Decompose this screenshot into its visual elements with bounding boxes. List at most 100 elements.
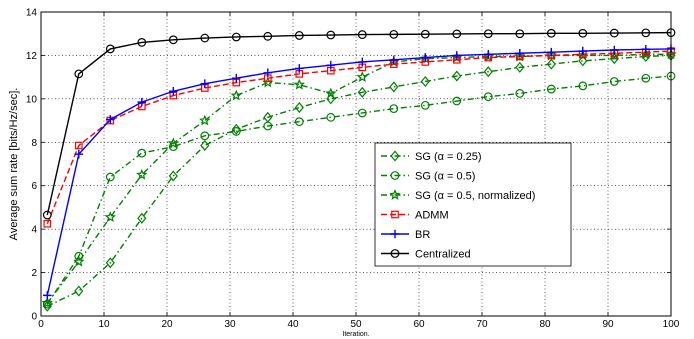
data-point xyxy=(293,78,305,90)
data-point xyxy=(74,141,83,150)
data-point xyxy=(420,29,430,39)
series-line xyxy=(46,53,671,304)
plot-frame xyxy=(40,11,672,317)
data-point xyxy=(104,211,116,223)
series-line xyxy=(46,54,672,307)
data-point xyxy=(578,81,588,91)
data-point xyxy=(231,123,241,135)
data-point xyxy=(609,77,619,86)
data-point xyxy=(546,58,556,70)
data-point xyxy=(357,86,367,98)
data-point xyxy=(452,51,462,60)
y-tick-label: 14 xyxy=(26,8,38,19)
legend-label: SG (α = 0.25) xyxy=(415,151,482,163)
x-tick-label: 0 xyxy=(38,319,44,330)
legend-entry: Centralized xyxy=(381,249,471,261)
series-group xyxy=(41,28,677,312)
data-point xyxy=(167,137,179,149)
x-tick-label: 80 xyxy=(539,319,551,330)
data-point xyxy=(356,71,368,82)
data-point xyxy=(389,104,399,114)
y-tick-label: 2 xyxy=(31,268,37,279)
data-point xyxy=(200,140,210,152)
legend-marker xyxy=(390,150,400,162)
data-point xyxy=(42,210,52,220)
data-point xyxy=(232,73,241,83)
series-admm xyxy=(43,47,675,228)
data-point xyxy=(43,291,52,300)
x-axis-label: Iteration. xyxy=(342,331,369,338)
data-point xyxy=(483,66,493,78)
data-point xyxy=(168,170,178,182)
x-tick-label: 40 xyxy=(287,319,299,330)
data-point xyxy=(326,30,336,40)
data-point xyxy=(484,50,493,59)
data-point xyxy=(137,97,147,107)
legend-entry: SG (α = 0.5) xyxy=(381,171,475,183)
data-point xyxy=(420,100,430,110)
legend-entry: BR xyxy=(381,229,430,241)
y-axis-label: Average sum rate [bits/Hz/sec]. xyxy=(8,88,20,241)
data-point xyxy=(389,55,399,65)
series-line xyxy=(46,75,672,305)
y-tick-label: 0 xyxy=(31,312,37,323)
data-point xyxy=(199,114,211,126)
data-point xyxy=(200,33,210,43)
data-point xyxy=(515,29,525,39)
data-point xyxy=(326,112,336,122)
x-tick-label: 90 xyxy=(602,319,614,330)
data-point xyxy=(358,57,367,67)
y-tick-label: 8 xyxy=(31,138,37,149)
data-point xyxy=(483,92,493,102)
data-point xyxy=(420,75,430,88)
data-point xyxy=(41,297,53,308)
legend-marker xyxy=(390,249,400,258)
data-point xyxy=(200,79,210,88)
y-tick-label: 6 xyxy=(31,181,37,192)
legend-marker xyxy=(391,210,399,219)
data-point xyxy=(137,148,147,158)
data-point xyxy=(169,86,178,96)
data-point xyxy=(641,45,651,54)
legend-entry: SG (α = 0.25) xyxy=(381,150,482,163)
data-point xyxy=(105,172,115,182)
legend-label: SG (α = 0.5) xyxy=(415,171,475,183)
legend-marker xyxy=(390,229,400,239)
x-tick-label: 20 xyxy=(161,319,173,330)
data-point xyxy=(546,84,556,94)
legend-label: ADMM xyxy=(415,210,449,222)
data-point xyxy=(263,31,273,41)
data-point xyxy=(641,28,651,38)
data-point xyxy=(515,61,525,73)
data-point xyxy=(294,31,304,40)
data-point xyxy=(483,29,493,39)
data-point xyxy=(168,35,178,45)
data-point xyxy=(74,285,84,297)
y-tick-label: 10 xyxy=(26,94,38,105)
legend: SG (α = 0.25) SG (α = 0.5) SG (α = 0.5, no… xyxy=(374,142,572,267)
data-point xyxy=(73,255,85,267)
data-point xyxy=(263,68,273,78)
data-point xyxy=(389,29,399,39)
series-line xyxy=(46,50,672,224)
series-br xyxy=(43,44,676,300)
legend-box xyxy=(374,142,572,267)
data-point xyxy=(295,64,304,73)
legend-marker xyxy=(389,189,401,200)
axis-ticks: 0 10 20 30 40 50 60 70 80 90 100 0 2 4 6 8 10 12 14 xyxy=(26,8,680,331)
data-point xyxy=(389,81,399,93)
data-point xyxy=(74,149,84,159)
data-point xyxy=(230,89,242,101)
data-point xyxy=(357,30,367,39)
data-point xyxy=(43,219,52,228)
data-point xyxy=(74,69,84,79)
y-tick-label: 12 xyxy=(26,51,38,62)
data-point xyxy=(452,29,462,39)
data-point xyxy=(294,102,304,114)
data-point xyxy=(106,115,115,124)
data-point xyxy=(263,121,273,131)
x-tick-label: 60 xyxy=(413,319,425,330)
data-point xyxy=(231,32,241,42)
